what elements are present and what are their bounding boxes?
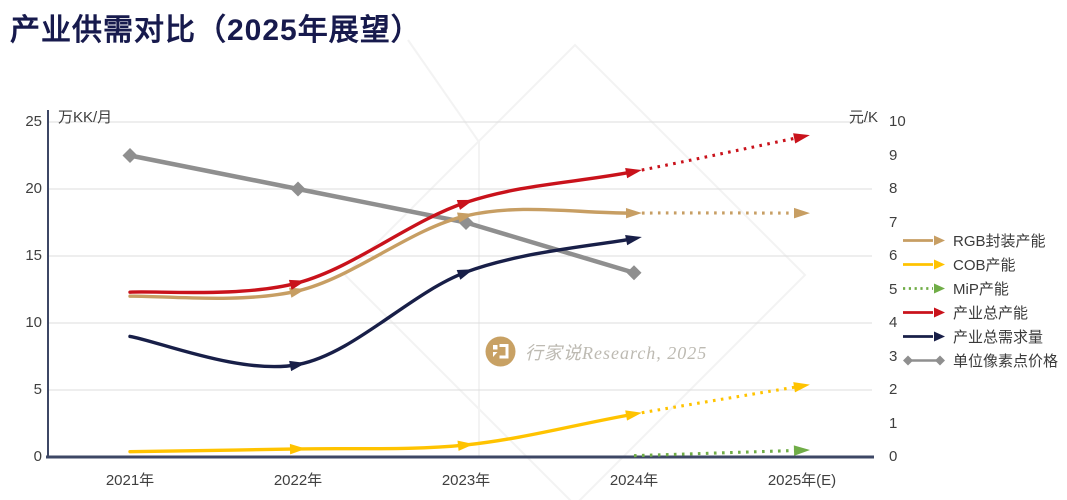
legend-label: 单位像素点价格 bbox=[953, 353, 1059, 370]
right-axis-unit: 元/K bbox=[848, 109, 878, 126]
legend: RGB封装产能 COB产能 MiP产能产业总产能产业总需求量 单位像素点价格 bbox=[901, 233, 1059, 370]
series-rgb-capacity bbox=[128, 207, 810, 300]
arrow-marker bbox=[457, 440, 474, 451]
series-unit-pixel-price bbox=[122, 148, 642, 281]
arrow-marker bbox=[289, 443, 306, 455]
watermark-text: 行家说Research, 2025 bbox=[525, 342, 708, 363]
arrow-marker bbox=[625, 207, 642, 219]
arrow-marker bbox=[289, 287, 306, 298]
arrow-marker bbox=[793, 382, 810, 393]
watermark: 行家说Research, 2025 bbox=[485, 336, 707, 367]
legend-item-rgb-capacity: RGB封装产能 bbox=[901, 233, 1058, 250]
diamond-marker bbox=[290, 181, 306, 197]
legend-item-total-capacity: 产业总产能 bbox=[901, 305, 1058, 322]
y-axis-tick-right: 2 bbox=[889, 381, 898, 398]
y-axis-tick-right: 1 bbox=[889, 414, 898, 432]
x-axis-tick: 2025年(E) bbox=[767, 472, 837, 489]
arrow-marker bbox=[793, 133, 810, 144]
legend-item-total-demand: 产业总需求量 bbox=[901, 329, 1058, 346]
y-axis-tick-right: 4 bbox=[889, 314, 898, 331]
y-axis-tick-left: 25 bbox=[25, 113, 42, 130]
legend-arrow-icon bbox=[903, 307, 945, 318]
arrow-marker bbox=[289, 360, 306, 372]
y-axis-tick-left: 0 bbox=[33, 448, 42, 465]
x-axis-tick: 2022年 bbox=[273, 472, 323, 489]
y-axis-tick-right: 0 bbox=[889, 448, 898, 465]
arrow-marker bbox=[457, 212, 474, 223]
legend-label: MiP产能 bbox=[953, 281, 1009, 298]
series-cob-capacity bbox=[128, 382, 810, 455]
arrow-marker bbox=[456, 199, 474, 210]
x-axis-tick: 2023年 bbox=[441, 472, 491, 489]
arrow-marker bbox=[794, 207, 810, 219]
y-axis-tick-left: 10 bbox=[25, 314, 42, 331]
series-total-demand bbox=[128, 235, 642, 372]
legend-arrow-icon bbox=[903, 331, 945, 342]
background-watermark-shape bbox=[343, 39, 807, 500]
legend-label: 产业总产能 bbox=[953, 305, 1029, 322]
arrow-marker bbox=[625, 168, 642, 179]
brand-logo-icon bbox=[485, 336, 516, 367]
x-axis-tick: 2024年 bbox=[609, 472, 659, 489]
legend-arrow-icon bbox=[903, 283, 945, 294]
y-axis-tick-right: 7 bbox=[889, 213, 898, 231]
x-axis-tick: 2021年 bbox=[105, 472, 155, 489]
legend-label: RGB封装产能 bbox=[953, 233, 1046, 250]
y-axis-tick-right: 10 bbox=[889, 113, 906, 130]
y-axis-tick-right: 6 bbox=[889, 247, 898, 264]
diamond-marker bbox=[122, 148, 138, 163]
y-axis-tick-right: 3 bbox=[889, 347, 898, 365]
y-axis-tick-left: 15 bbox=[25, 247, 42, 264]
legend-item-cob-capacity: COB产能 bbox=[901, 257, 1058, 274]
arrow-marker bbox=[456, 269, 474, 280]
page-title: 产业供需对比（2025年展望） bbox=[10, 14, 422, 47]
legend-label: COB产能 bbox=[953, 257, 1016, 274]
arrow-marker bbox=[793, 445, 810, 456]
y-axis-tick-left: 5 bbox=[33, 381, 42, 398]
legend-arrow-icon bbox=[903, 259, 945, 270]
legend-diamond-icon bbox=[903, 355, 945, 366]
legend-label: 产业总需求量 bbox=[953, 329, 1044, 346]
y-axis-tick-right: 5 bbox=[889, 280, 898, 298]
diamond-marker bbox=[626, 265, 642, 281]
legend-arrow-icon bbox=[903, 235, 945, 246]
arrow-marker bbox=[625, 410, 642, 421]
y-axis-tick-right: 9 bbox=[889, 146, 898, 164]
arrow-marker bbox=[288, 279, 306, 290]
arrow-marker bbox=[625, 235, 642, 246]
series-mip-capacity bbox=[633, 445, 810, 458]
series-total-capacity bbox=[128, 133, 810, 295]
y-axis-tick-left: 20 bbox=[25, 180, 42, 197]
legend-item-mip-capacity: MiP产能 bbox=[901, 281, 1058, 298]
y-axis-tick-right: 8 bbox=[889, 180, 898, 197]
legend-item-unit-pixel-price: 单位像素点价格 bbox=[901, 353, 1059, 370]
gridlines bbox=[48, 121, 872, 391]
left-axis-unit: 万KK/月 bbox=[58, 109, 113, 126]
